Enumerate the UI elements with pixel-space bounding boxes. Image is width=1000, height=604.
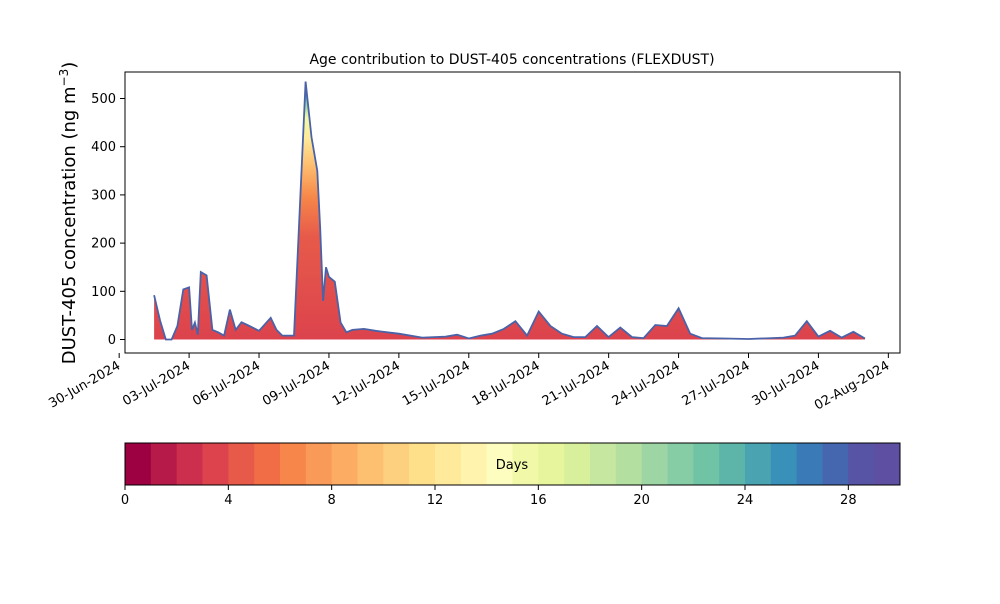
- colorbar-frame: [124, 442, 901, 486]
- y-tick-label: 400: [91, 140, 116, 155]
- colorbar-tick-label: 12: [427, 493, 444, 508]
- colorbar-swatch: [383, 443, 410, 485]
- y-tick-label: 300: [91, 188, 116, 203]
- colorbar-swatch: [641, 443, 668, 485]
- colorbar-swatch: [719, 443, 746, 485]
- colorbar-swatch: [770, 443, 798, 485]
- y-axis-label: DUST-405 concentration (ng m−3): [57, 62, 80, 365]
- colorbar-swatch: [848, 443, 875, 485]
- colorbar-swatch: [460, 443, 488, 485]
- y-tick-label: 100: [91, 285, 116, 300]
- x-tick-label: 24-Jul-2024: [610, 358, 683, 409]
- colorbar-tick-label: 4: [224, 493, 232, 508]
- colorbar-swatch: [486, 443, 513, 485]
- colorbar-swatch: [615, 443, 643, 485]
- colorbar-swatch: [667, 443, 694, 485]
- y-tick-label: 500: [91, 92, 116, 107]
- y-axis-label-main: DUST-405 concentration (ng m: [59, 86, 80, 364]
- colorbar-swatch: [357, 443, 384, 485]
- colorbar-swatch: [538, 443, 565, 485]
- age-contribution-area: [154, 81, 866, 340]
- plot-frame: [124, 71, 901, 354]
- x-tick-label: 21-Jul-2024: [540, 358, 613, 409]
- x-tick-label: 30-Jun-2024: [46, 358, 123, 411]
- colorbar-label: Days: [496, 458, 529, 473]
- stacked-age-areas: [153, 81, 866, 341]
- colorbar-swatch: [305, 443, 333, 485]
- colorbar-tick-label: 28: [840, 493, 857, 508]
- colorbar-swatch: [564, 443, 591, 485]
- colorbar-tick-label: 8: [328, 493, 336, 508]
- chart-title: Age contribution to DUST-405 concentrati…: [309, 52, 714, 68]
- colorbar-swatch: [512, 443, 539, 485]
- colorbar-swatch: [228, 443, 255, 485]
- colorbar-swatch: [202, 443, 229, 485]
- colorbar-tick-label: 24: [737, 493, 754, 508]
- y-axis-label-superscript: −3: [57, 69, 71, 87]
- y-axis-label-close: ): [59, 62, 80, 69]
- x-tick-label: 27-Jul-2024: [680, 358, 753, 409]
- x-tick-label: 03-Jul-2024: [120, 358, 193, 409]
- colorbar-swatch: [409, 443, 436, 485]
- colorbar-swatch: [590, 443, 617, 485]
- x-tick-label: 12-Jul-2024: [330, 358, 403, 409]
- colorbar-tick-label: 20: [633, 493, 650, 508]
- colorbar-swatch: [280, 443, 307, 485]
- colorbar-swatch: [254, 443, 281, 485]
- x-tick-label: 02-Aug-2024: [812, 358, 892, 413]
- total-concentration-line: [153, 81, 866, 341]
- colorbar-swatch: [435, 443, 462, 485]
- x-tick-label: 09-Jul-2024: [260, 358, 333, 409]
- colorbar: 0 4 8 12 16 20 24 28: [121, 442, 901, 508]
- colorbar-tick-label: 0: [121, 493, 129, 508]
- colorbar-swatch: [125, 443, 152, 485]
- colorbar-swatch: [176, 443, 203, 485]
- colorbar-swatch: [150, 443, 178, 485]
- colorbar-tick-label: 16: [530, 493, 547, 508]
- colorbar-swatch: [822, 443, 849, 485]
- colorbar-swatch: [693, 443, 720, 485]
- colorbar-swatch: [331, 443, 358, 485]
- x-tick-label: 06-Jul-2024: [190, 358, 263, 409]
- y-axis: 0 100 200 300 400 500: [91, 92, 125, 348]
- colorbar-swatch: [796, 443, 823, 485]
- colorbar-swatch: [745, 443, 772, 485]
- y-tick-label: 0: [108, 333, 116, 348]
- x-tick-label: 15-Jul-2024: [400, 358, 473, 409]
- x-tick-label: 18-Jul-2024: [470, 358, 543, 409]
- x-axis: 30-Jun-202403-Jul-202406-Jul-202409-Jul-…: [46, 353, 892, 414]
- y-tick-label: 200: [91, 237, 116, 252]
- colorbar-swatch: [874, 443, 901, 485]
